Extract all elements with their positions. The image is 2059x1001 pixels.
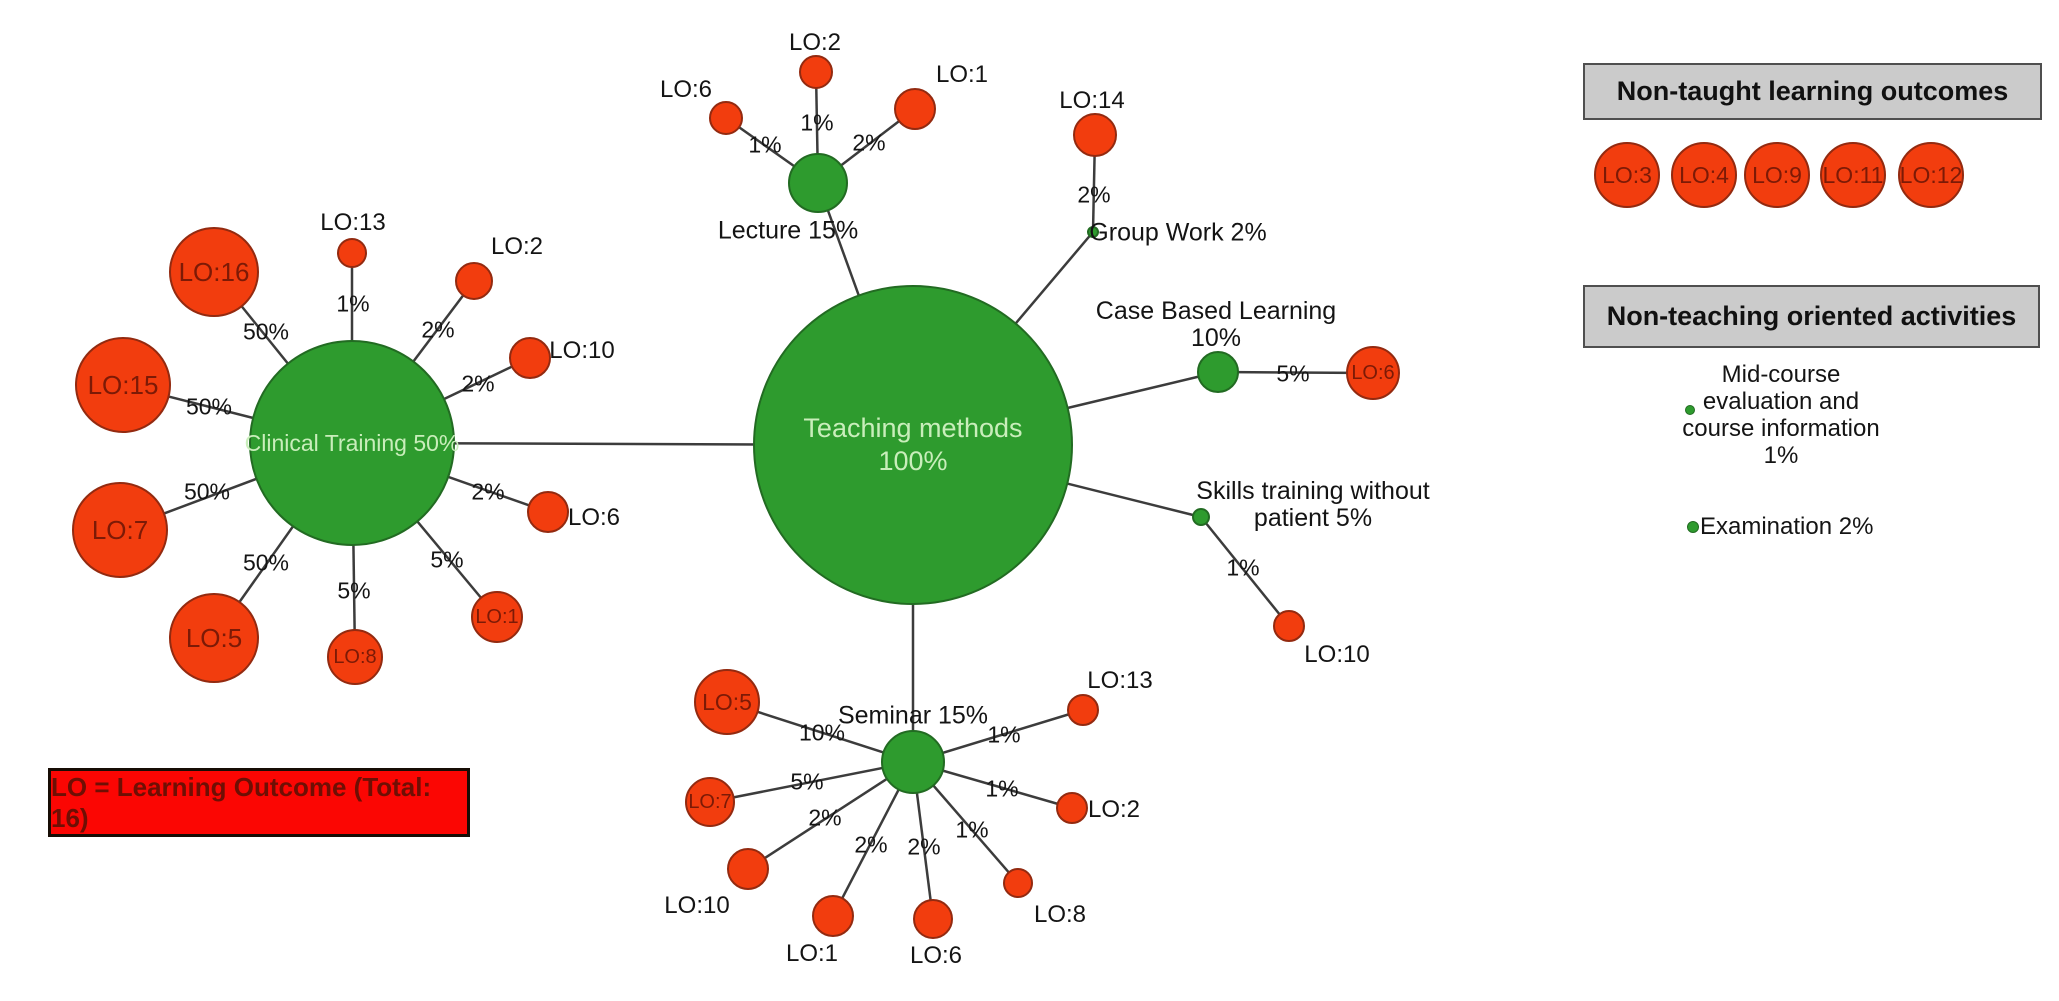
seminar-lo1-label: LO:1: [785, 940, 839, 967]
lecture-label: Lecture 15%: [717, 216, 859, 245]
node-clinical-lo16: LO:16: [169, 227, 259, 317]
node-group-work: [1087, 226, 1099, 238]
node-lecture-lo1: [894, 88, 936, 130]
seminar-lo8-label: LO:8: [1033, 901, 1087, 928]
node-clinical-lo13: [337, 238, 367, 268]
edge-label-seminar-lo1: 2%: [854, 831, 888, 858]
lecture-lo1-label: LO:1: [935, 61, 989, 88]
legend-node-lo4: LO:4: [1671, 142, 1737, 208]
edge-label-seminar-lo2: 1%: [985, 775, 1019, 802]
node-seminar-lo2: [1056, 792, 1088, 824]
node-group-work-lo14: [1073, 113, 1117, 157]
legend-non-teaching-header: Non-teaching oriented activities: [1583, 285, 2040, 348]
legend-node-lo12: LO:12: [1898, 142, 1964, 208]
clinical-lo10-label: LO:10: [549, 337, 615, 364]
seminar-lo6-label: LO:6: [909, 942, 963, 969]
skills-lo10-label: LO:10: [1304, 641, 1370, 668]
edge-label-clinical-lo7: 50%: [183, 478, 231, 505]
lecture-lo2-label: LO:2: [788, 29, 842, 56]
node-clinical-lo7: LO:7: [72, 482, 168, 578]
edge-label-seminar-lo7: 5%: [790, 768, 824, 795]
edge-label-clinical-lo2: 2%: [421, 316, 455, 343]
node-clinical-lo10: [509, 337, 551, 379]
node-case-based-lo6: LO:6: [1346, 346, 1400, 400]
node-seminar-lo8: [1003, 868, 1033, 898]
node-case-based-learning: [1197, 351, 1239, 393]
node-seminar: [881, 730, 945, 794]
edge-label-seminar-lo10: 2%: [808, 804, 842, 831]
mid-course-dot: [1685, 405, 1695, 415]
edge-label-clinical-lo16: 50%: [242, 318, 290, 345]
edge-label-clinical-lo15: 50%: [185, 393, 233, 420]
lecture-lo6-label: LO:6: [659, 76, 713, 103]
legend-node-lo11: LO:11: [1820, 142, 1886, 208]
node-lecture-lo2: [799, 55, 833, 89]
seminar-label: Seminar 15%: [837, 701, 989, 730]
node-clinical-lo5: LO:5: [169, 593, 259, 683]
mid-course-label: Mid-course evaluation and course informa…: [1682, 361, 1880, 469]
legend-node-lo3: LO:3: [1594, 142, 1660, 208]
edge-label-lecture-lo1: 2%: [852, 129, 886, 156]
edge-label-clinical-lo8: 5%: [337, 577, 371, 604]
edge-label-clinical-lo5: 50%: [242, 549, 290, 576]
legend-non-taught-header: Non-taught learning outcomes: [1583, 63, 2042, 120]
edge-label-seminar-lo8: 1%: [955, 816, 989, 843]
examination-dot: [1687, 521, 1699, 533]
node-seminar-lo6: [913, 899, 953, 939]
group-work-lo14-label: LO:14: [1059, 87, 1125, 114]
seminar-lo10-label: LO:10: [664, 892, 730, 919]
edge-label-clinical-lo10: 2%: [461, 370, 495, 397]
node-seminar-lo10: [727, 848, 769, 890]
edge-label-group-work-lo14: 2%: [1077, 181, 1111, 208]
node-clinical-lo15: LO:15: [75, 337, 171, 433]
skills-training-label: Skills training without patient 5%: [1196, 477, 1430, 532]
edge-label-lecture-lo2: 1%: [800, 109, 834, 136]
clinical-lo13-label: LO:13: [320, 209, 386, 236]
clinical-lo2-label: LO:2: [490, 233, 544, 260]
group-work-label: Group Work 2%: [1089, 218, 1267, 247]
edge-label-clinical-lo6: 2%: [471, 478, 505, 505]
clinical-training-label: Clinical Training 50%: [244, 429, 460, 456]
edge-label-seminar-lo5: 10%: [798, 719, 846, 746]
edge-label-seminar-lo13: 1%: [987, 721, 1021, 748]
lo-note-box: LO = Learning Outcome (Total: 16): [48, 768, 470, 837]
lo-note-text: LO = Learning Outcome (Total: 16): [51, 771, 432, 833]
node-clinical-lo6: [527, 491, 569, 533]
node-skills-lo10: [1273, 610, 1305, 642]
edge-label-case-based-lo6: 5%: [1276, 360, 1310, 387]
teaching-methods-label: Teaching methods 100%: [803, 413, 1023, 476]
edge-label-clinical-lo13: 1%: [336, 290, 370, 317]
case-based-learning-label: Case Based Learning 10%: [1095, 297, 1337, 352]
clinical-lo6-label: LO:6: [567, 504, 621, 531]
node-lecture: [788, 153, 848, 213]
node-seminar-lo1: [812, 895, 854, 937]
node-seminar-lo13: [1067, 694, 1099, 726]
node-teaching-methods: Teaching methods 100%: [753, 285, 1073, 605]
edge-label-clinical-lo1: 5%: [430, 546, 464, 573]
node-seminar-lo7: LO:7: [685, 777, 735, 827]
node-lecture-lo6: [709, 101, 743, 135]
examination-label: Examination 2%: [1700, 513, 1874, 540]
edge-label-lecture-lo6: 1%: [748, 131, 782, 158]
node-clinical-lo1: LO:1: [471, 591, 523, 643]
seminar-lo13-label: LO:13: [1087, 667, 1153, 694]
node-seminar-lo5: LO:5: [694, 669, 760, 735]
node-clinical-lo2: [455, 262, 493, 300]
legend-node-lo9: LO:9: [1744, 142, 1810, 208]
node-clinical-training: Clinical Training 50%: [245, 340, 459, 546]
seminar-lo2-label: LO:2: [1087, 796, 1141, 823]
edge-label-skills-lo10: 1%: [1226, 554, 1260, 581]
node-clinical-lo8: LO:8: [327, 629, 383, 685]
edge-label-seminar-lo6: 2%: [907, 833, 941, 860]
node-skills-training: [1192, 508, 1210, 526]
